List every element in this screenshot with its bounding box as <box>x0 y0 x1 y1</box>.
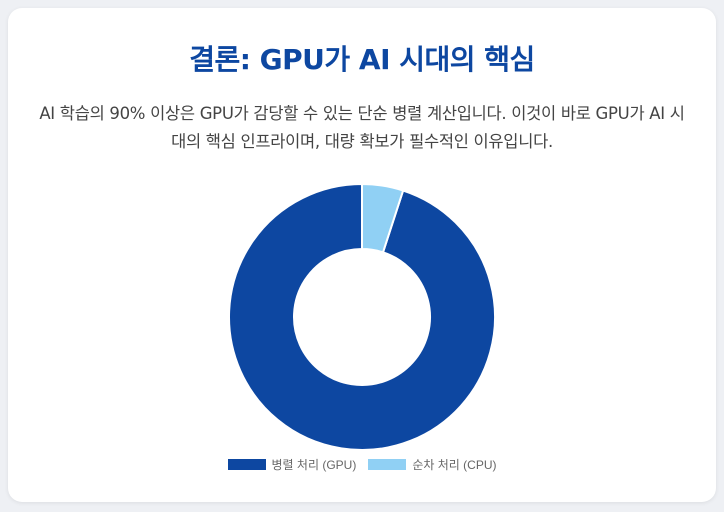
donut-chart <box>228 182 496 451</box>
legend-item-cpu[interactable]: 순차 처리 (CPU) <box>368 456 497 473</box>
legend-swatch <box>227 459 266 470</box>
donut-slice-cpu[interactable] <box>361 182 405 254</box>
donut-slice-gpu[interactable] <box>228 182 496 451</box>
chart-legend: 병렬 처리 (GPU) 순차 처리 (CPU) <box>8 456 716 473</box>
content-card: 결론: GPU가 AI 시대의 핵심 AI 학습의 90% 이상은 GPU가 감… <box>8 8 716 502</box>
legend-label: 병렬 처리 (GPU) <box>271 458 357 472</box>
legend-item-gpu[interactable]: 병렬 처리 (GPU) <box>227 456 357 473</box>
chart-area <box>8 178 716 478</box>
legend-label: 순차 처리 (CPU) <box>412 458 497 472</box>
legend-swatch <box>368 459 407 470</box>
description-text: AI 학습의 90% 이상은 GPU가 감당할 수 있는 단순 병렬 계산입니다… <box>39 104 685 151</box>
page-title: 결론: GPU가 AI 시대의 핵심 <box>189 43 535 76</box>
